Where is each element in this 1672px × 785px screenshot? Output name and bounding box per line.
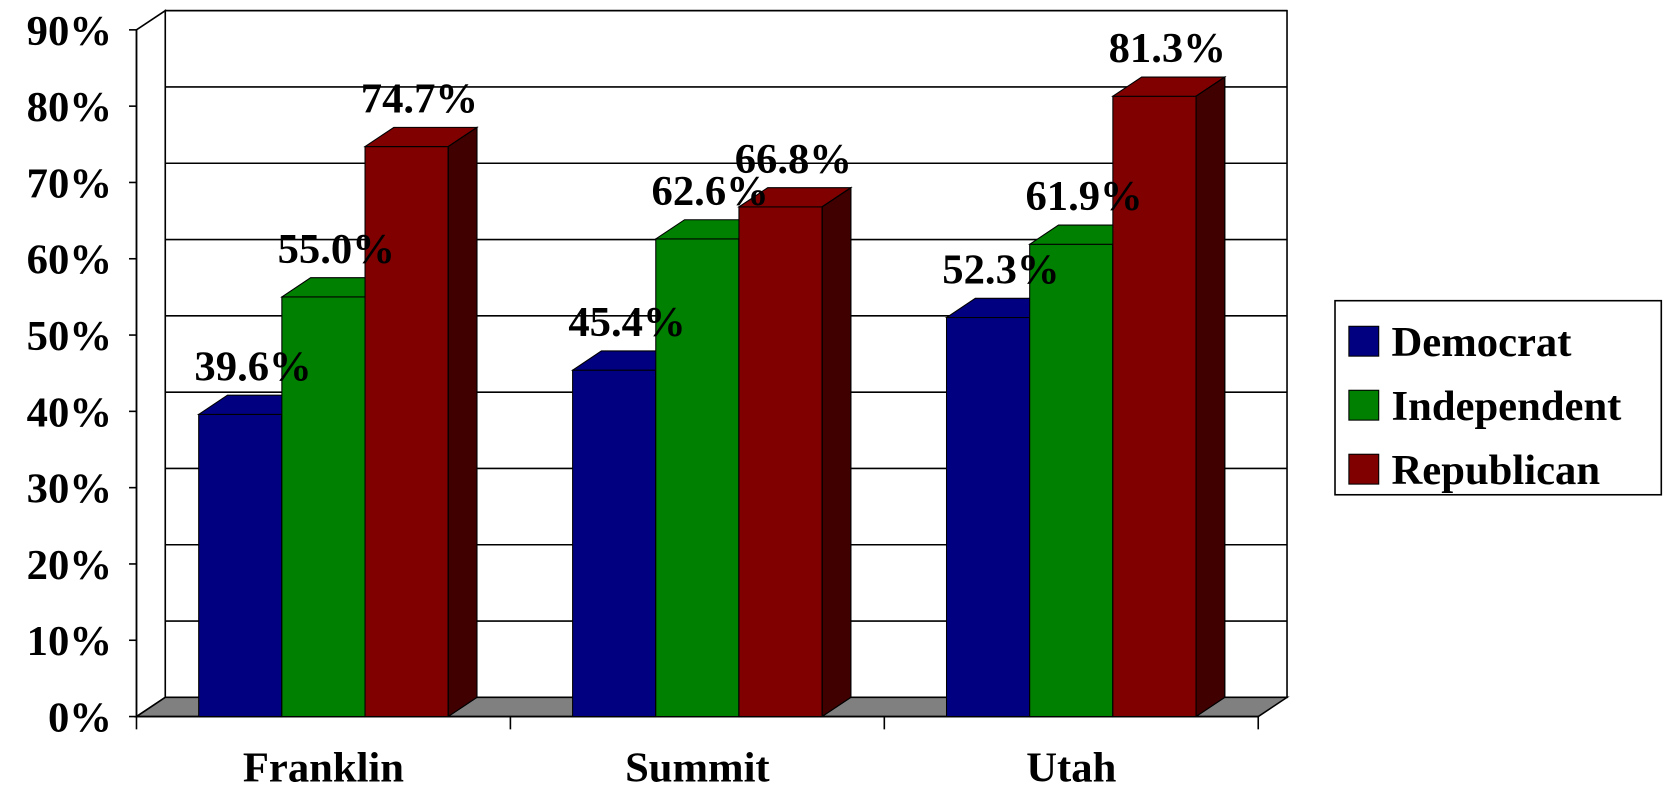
- y-tick-label: 60%: [27, 237, 112, 284]
- legend-label: Independent: [1392, 383, 1623, 430]
- bar-side-shade: [447, 126, 478, 718]
- y-tick-label: 90%: [27, 8, 112, 55]
- bar: [738, 206, 823, 718]
- left-wall: [135, 9, 167, 719]
- y-tick-label: 70%: [27, 160, 112, 207]
- y-tick-label: 50%: [27, 313, 112, 360]
- bar: [1112, 95, 1197, 718]
- data-label: 66.8%: [735, 136, 852, 183]
- y-tick-label: 40%: [27, 389, 112, 436]
- data-label: 39.6%: [194, 343, 311, 390]
- plot: 0% 10% 20% 30% 40% 50% 60% 70% 80% 90% Franklin Sum…: [27, 8, 1663, 785]
- y-tick-label: 30%: [27, 466, 112, 513]
- x-tick-label: Summit: [625, 745, 770, 785]
- bar-side-shade: [1195, 76, 1226, 718]
- y-tick-label: 80%: [27, 84, 112, 131]
- bar: [572, 369, 657, 718]
- legend-swatch: [1348, 453, 1380, 485]
- data-label: 55.0%: [278, 226, 395, 273]
- bar-side-shade: [821, 186, 852, 718]
- legend-label: Democrat: [1392, 319, 1573, 366]
- bar: [281, 296, 366, 718]
- bar: [198, 413, 283, 718]
- legend-label: Republican: [1392, 447, 1601, 494]
- legend-swatch: [1348, 325, 1380, 357]
- legend-swatch: [1348, 389, 1380, 421]
- data-label: 52.3%: [942, 246, 1059, 293]
- x-tick-label: Franklin: [243, 745, 404, 785]
- data-label: 74.7%: [361, 75, 478, 122]
- data-label: 61.9%: [1025, 173, 1142, 220]
- y-tick-label: 0%: [48, 694, 112, 741]
- bar: [1029, 243, 1114, 718]
- bar: [655, 238, 740, 718]
- data-label: 81.3%: [1109, 25, 1226, 72]
- data-label: 45.4%: [568, 299, 685, 346]
- y-tick-label: 10%: [27, 618, 112, 665]
- data-label: 62.6%: [652, 168, 769, 215]
- x-tick-label: Utah: [1026, 745, 1116, 785]
- bar: [945, 316, 1031, 718]
- y-tick-label: 20%: [27, 542, 112, 589]
- legend-box: [1334, 299, 1663, 496]
